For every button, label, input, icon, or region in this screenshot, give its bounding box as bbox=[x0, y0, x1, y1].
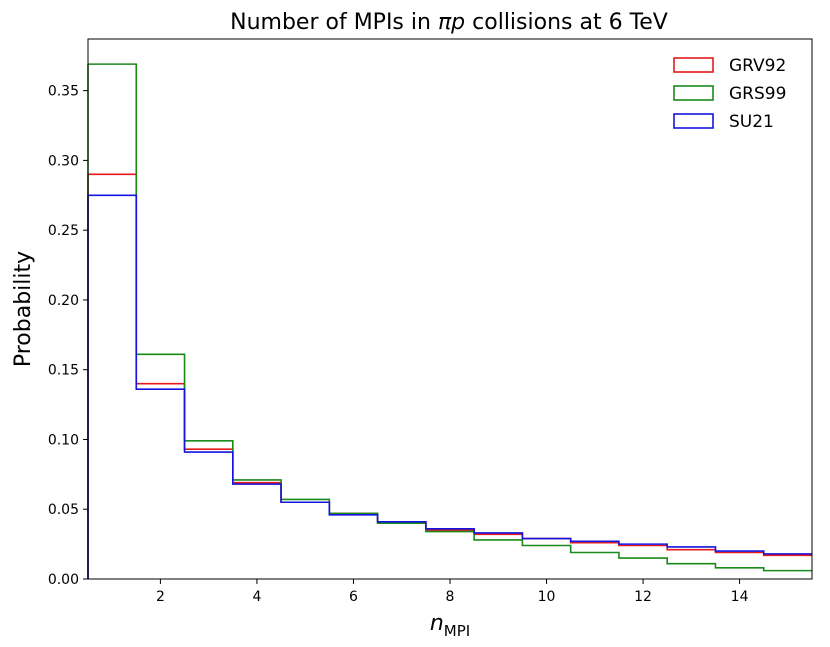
y-tick-label: 0.05 bbox=[48, 502, 79, 518]
legend-item-grs99: GRS99 bbox=[673, 84, 786, 104]
y-tick-label: 0.35 bbox=[48, 84, 79, 100]
y-tick-label: 0.00 bbox=[48, 572, 79, 588]
x-tick-label: 12 bbox=[634, 589, 652, 605]
chart-title-symbol: πp bbox=[438, 10, 465, 35]
x-tick-label: 10 bbox=[538, 589, 556, 605]
legend-item-grv92: GRV92 bbox=[673, 56, 786, 76]
x-axis-title-main: n bbox=[430, 611, 444, 636]
series-layer bbox=[87, 63, 812, 579]
x-tick-label: 2 bbox=[156, 589, 165, 605]
x-tick-label: 8 bbox=[446, 589, 455, 605]
x-tick-label: 4 bbox=[252, 589, 261, 605]
y-tick-label: 0.15 bbox=[48, 363, 79, 379]
y-axis: 0.00 0.05 0.10 0.15 0.20 0.25 0.30 0.35 bbox=[48, 84, 88, 588]
legend-item-su21: SU21 bbox=[673, 112, 774, 132]
legend-label: GRV92 bbox=[729, 56, 786, 76]
series-line-grv92 bbox=[88, 173, 812, 557]
legend-swatch bbox=[673, 57, 714, 73]
chart-title-prefix: Number of MPIs in bbox=[230, 10, 438, 35]
legend-label: SU21 bbox=[729, 112, 774, 132]
series-su21 bbox=[87, 194, 812, 579]
legend-label: GRS99 bbox=[729, 84, 786, 104]
x-tick-label: 14 bbox=[731, 589, 749, 605]
x-axis-title-sub: MPI bbox=[444, 622, 470, 640]
legend: GRV92 GRS99 SU21 bbox=[673, 56, 786, 132]
y-tick-label: 0.25 bbox=[48, 223, 79, 239]
series-grv92 bbox=[87, 173, 812, 579]
legend-swatch bbox=[673, 85, 714, 101]
x-axis: 2 4 6 8 10 12 14 bbox=[156, 579, 749, 605]
x-axis-title: nMPI bbox=[430, 611, 470, 640]
y-tick-label: 0.20 bbox=[48, 293, 79, 309]
y-axis-title: Probability bbox=[11, 251, 36, 367]
x-tick-label: 6 bbox=[349, 589, 358, 605]
y-tick-label: 0.10 bbox=[48, 432, 79, 448]
plot-frame bbox=[87, 38, 813, 580]
legend-swatch bbox=[673, 113, 714, 129]
chart-title: Number of MPIs in πp collisions at 6 TeV bbox=[230, 10, 668, 35]
series-grs99 bbox=[87, 63, 812, 579]
chart-title-suffix: collisions at 6 TeV bbox=[465, 10, 668, 35]
y-tick-label: 0.30 bbox=[48, 153, 79, 169]
series-line-su21 bbox=[88, 194, 812, 555]
series-line-grs99 bbox=[88, 63, 812, 572]
